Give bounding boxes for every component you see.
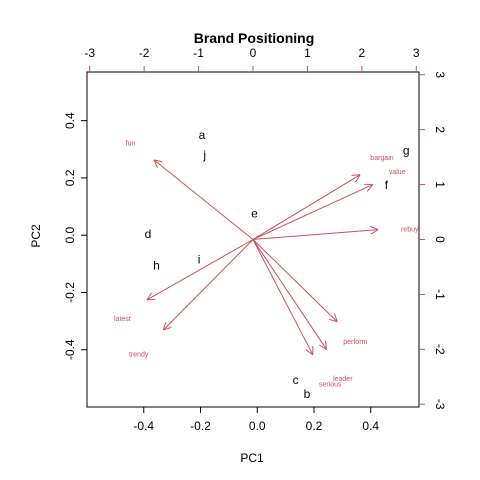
left-axis: -0.4 -0.2 0.0 0.2 0.4 — [63, 112, 87, 360]
observation-label-b: b — [304, 387, 311, 401]
arrow-value — [252, 185, 373, 240]
variable-label-latest: latest — [114, 316, 131, 323]
y-tick-label: 0.4 — [63, 112, 77, 129]
y-tick-label: -0.2 — [63, 282, 77, 303]
arrow-leader — [252, 239, 326, 350]
top-tick-label: 3 — [413, 46, 420, 60]
variable-arrows — [147, 160, 378, 355]
right-axis: -3 -2 -1 0 1 2 3 — [419, 71, 447, 410]
variable-label-perform: perform — [343, 339, 367, 346]
right-tick-label: -3 — [433, 399, 447, 410]
variable-label-rebuy: rebuy — [401, 227, 419, 234]
variable-label-bargain: bargain — [370, 155, 393, 162]
observation-label-j: j — [202, 148, 206, 162]
right-tick-label: 3 — [433, 71, 447, 78]
y-tick-label: -0.4 — [63, 339, 77, 360]
y-tick-label: 0.2 — [63, 169, 77, 186]
right-tick-label: 0 — [433, 236, 447, 243]
top-tick-label: -3 — [84, 46, 95, 60]
x-axis-title: PC1 — [240, 451, 264, 465]
observation-label-c: c — [293, 373, 299, 387]
right-tick-label: 1 — [433, 181, 447, 188]
arrow-bargain — [252, 175, 360, 240]
variable-label-fun: fun — [126, 140, 136, 147]
variable-label-leader: leader — [333, 376, 353, 383]
y-axis-title: PC2 — [29, 224, 43, 248]
variable-label-value: value — [389, 169, 406, 176]
observation-label-e: e — [251, 207, 258, 221]
observation-labels: a bc d e f g h i j — [145, 128, 410, 401]
variable-labels: fun bargain value rebuy latest trendy perform l… — [114, 140, 419, 388]
right-tick-label: -2 — [433, 344, 447, 355]
top-tick-label: -2 — [139, 46, 150, 60]
x-tick-label: 0.4 — [362, 419, 379, 433]
x-tick-label: -0.2 — [190, 419, 211, 433]
variable-label-serious: serious — [319, 381, 342, 388]
observation-label-h: h — [153, 258, 160, 272]
arrow-rebuy — [252, 230, 378, 240]
arrow-trendy — [163, 239, 254, 331]
x-tick-label: -0.4 — [133, 419, 154, 433]
arrow-fun — [154, 160, 254, 240]
top-tick-label: 0 — [250, 46, 257, 60]
variable-label-trendy: trendy — [129, 352, 149, 359]
arrow-perform — [252, 239, 337, 322]
top-tick-label: 1 — [304, 46, 311, 60]
observation-label-i: i — [198, 253, 201, 267]
x-tick-label: 0.0 — [249, 419, 266, 433]
top-tick-label: 2 — [359, 46, 366, 60]
arrow-serious — [252, 239, 313, 355]
observation-label-a: a — [199, 128, 206, 142]
x-tick-label: 0.2 — [306, 419, 323, 433]
chart-title: Brand Positioning — [194, 30, 315, 46]
observation-label-g: g — [403, 144, 410, 158]
right-tick-label: 2 — [433, 126, 447, 133]
right-tick-label: -1 — [433, 289, 447, 300]
y-tick-label: 0.0 — [63, 227, 77, 244]
top-tick-label: -1 — [193, 46, 204, 60]
top-axis: -3 -2 -1 0 1 2 3 — [84, 46, 420, 72]
arrow-latest — [147, 239, 254, 300]
observation-label-f: f — [385, 178, 389, 192]
observation-label-d: d — [145, 227, 152, 241]
bottom-axis: -0.4 -0.2 0.0 0.2 0.4 — [133, 407, 379, 433]
